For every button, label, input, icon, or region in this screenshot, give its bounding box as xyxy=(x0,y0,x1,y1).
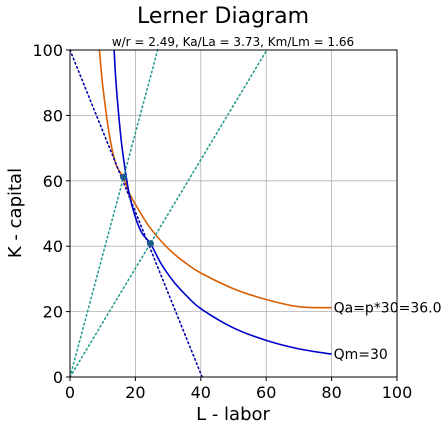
equilibrium-point xyxy=(120,173,128,181)
y-tick-label: 20 xyxy=(43,303,63,322)
ray-line-3 xyxy=(69,49,159,378)
x-tick-label: 20 xyxy=(125,383,145,402)
y-tick-label: 100 xyxy=(32,41,63,60)
plot-frame xyxy=(69,49,398,378)
x-tick-label: 60 xyxy=(256,383,276,402)
y-tick-label: 40 xyxy=(43,237,63,256)
chart-title: Lerner Diagram xyxy=(137,4,309,29)
y-axis-label: K - capital xyxy=(5,168,26,258)
y-tick-label: 80 xyxy=(43,106,63,125)
y-tick-label: 60 xyxy=(43,172,63,191)
curve-label: Qa=p*30=36.0 xyxy=(334,301,442,317)
x-axis-label: L - labor xyxy=(196,404,270,425)
y-tick-label: 0 xyxy=(53,368,63,387)
isoquant-line-1 xyxy=(113,49,332,355)
equilibrium-point xyxy=(146,240,154,248)
curve-labels: Qa=p*30=36.0 Qm=30 xyxy=(334,301,442,363)
ray-line-4 xyxy=(69,49,268,378)
x-tick-label: 80 xyxy=(321,383,341,402)
curve-label: Qm=30 xyxy=(334,347,388,363)
isocost-line-2 xyxy=(69,49,203,378)
isoquant-line-0 xyxy=(98,49,332,309)
x-tick-label: 40 xyxy=(191,383,211,402)
equilibrium-points xyxy=(120,173,154,248)
x-tick-label: 0 xyxy=(65,383,75,402)
x-tick-label: 100 xyxy=(382,383,413,402)
axis-ticks: 0 20 40 60 80 100 0 20 40 60 80 100 xyxy=(32,41,412,402)
chart-subtitle: w/r = 2.49, Ka/La = 3.73, Km/Lm = 1.66 xyxy=(112,35,354,49)
series-group xyxy=(69,49,332,378)
